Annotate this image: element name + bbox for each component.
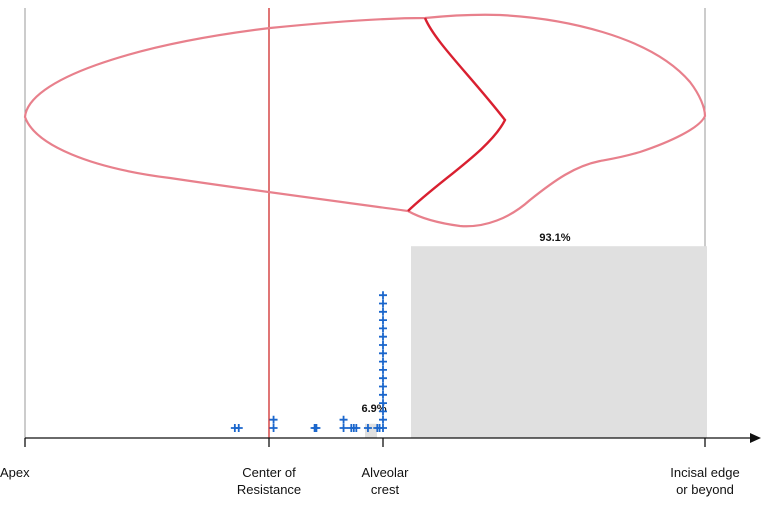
x-axis-arrowhead (750, 433, 761, 443)
data-point-marker (379, 316, 387, 325)
percentage-label-high: 93.1% (539, 232, 570, 244)
data-point-marker (379, 291, 387, 300)
data-point-marker (379, 390, 387, 399)
data-point-marker (379, 399, 387, 408)
data-point-marker (312, 424, 321, 432)
data-point-marker (379, 415, 387, 424)
data-point-marker (379, 324, 387, 333)
data-point-marker (379, 349, 387, 358)
data-point-marker (379, 382, 387, 391)
data-point-marker (379, 424, 387, 432)
data-point-marker (379, 374, 387, 383)
tooth-outline (23, 13, 707, 228)
data-point-marker (379, 357, 387, 366)
axis-label-incisal-edge: Incisal edge or beyond (670, 465, 740, 497)
bar-coronal-segment (411, 246, 707, 438)
data-point-marker (379, 332, 387, 341)
data-point-marker (269, 415, 278, 424)
data-point-marker (352, 424, 361, 432)
x-axis-ticks (24, 438, 706, 447)
data-point-marker (339, 415, 348, 424)
data-point-marker (234, 424, 243, 432)
markers-layer (230, 291, 387, 432)
data-point-marker (379, 307, 387, 316)
data-point-marker (363, 424, 372, 432)
bars-layer (365, 246, 707, 438)
axis-label-apex: Apex (0, 465, 30, 480)
bar-alveolar-segment (365, 423, 377, 438)
data-point-marker (379, 341, 387, 349)
data-point-marker (379, 299, 387, 308)
axis-label-alveolar-crest: Alveolar crest (361, 465, 409, 497)
cementoenamel-junction-line (407, 17, 507, 212)
data-point-marker (379, 365, 387, 374)
data-point-marker (339, 424, 348, 432)
data-point-marker (269, 424, 278, 432)
data-point-marker (379, 407, 387, 416)
axis-label-center-of-resistance: Center of Resistance (236, 465, 302, 497)
